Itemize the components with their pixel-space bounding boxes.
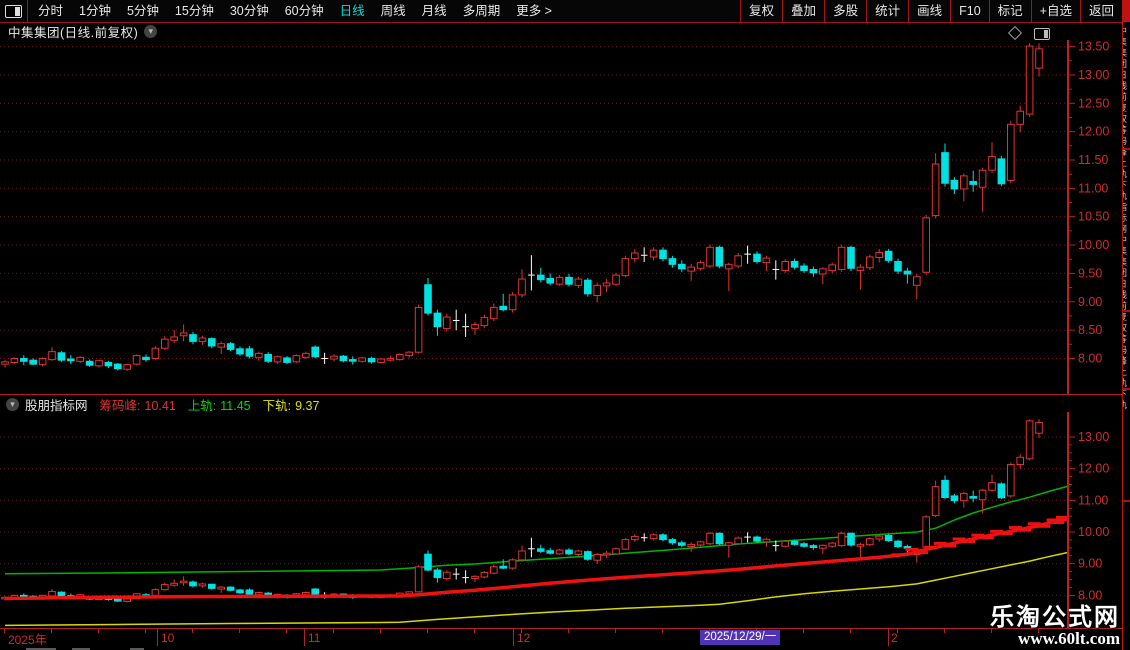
period-tab-7[interactable]: 周线 [380,4,406,18]
selected-date-label: 2025/12/29/一 [700,630,781,645]
y-axis-label: 9.50 [1078,266,1102,280]
y-axis-label: 12.50 [1078,96,1109,110]
indicator-header: ▾ 股朋指标网 筹码峰: 10.41 上轨: 11.45 下轨: 9.37 [0,394,1122,413]
week-tick [380,629,381,633]
period-tab-6[interactable]: 日线 [339,4,365,18]
y-axis-label: 9.00 [1078,557,1102,571]
x-axis-label: 2025年 [8,633,47,647]
week-tick [615,629,616,633]
week-tick [333,629,334,633]
indicator-field-0: 筹码峰: 10.41 [100,399,176,413]
period-tab-1[interactable]: 1分钟 [79,4,111,18]
week-tick [4,629,5,633]
period-tab-3[interactable]: 15分钟 [174,4,214,18]
split-panel-icon [5,4,22,18]
y-axis-label: 8.00 [1078,351,1102,365]
week-tick [145,629,146,633]
week-tick [427,629,428,633]
indicator-field-value: 9.37 [295,398,320,413]
chart-titlebar: 中集集团(日线.前复权) ▾ [0,23,1122,40]
indicator-field-value: 11.45 [220,398,251,413]
period-tab-4[interactable]: 30分钟 [229,4,269,18]
period-tab-9[interactable]: 多周期 [462,4,501,18]
y-axis-label: 13.00 [1078,68,1109,82]
week-tick [944,629,945,633]
indicator-source-label: 股朋指标网 [25,398,88,413]
y-axis-label: 11.00 [1078,493,1108,507]
period-tab-10[interactable]: 更多 > [516,4,552,18]
week-tick [897,629,898,633]
chevron-down-icon[interactable]: ▾ [6,397,19,411]
y-axis-label: 13.50 [1078,40,1109,54]
week-tick [662,629,663,633]
y-axis-label: 9.00 [1078,295,1102,309]
period-tab-0[interactable]: 分时 [38,4,64,18]
tool-button-2[interactable]: 多股 [824,0,866,22]
period-tab-8[interactable]: 月线 [421,4,447,18]
tool-button-0[interactable]: 复权 [740,0,782,22]
y-axis-label: 8.00 [1078,588,1102,602]
week-tick [192,629,193,633]
month-tick [513,629,514,646]
month-tick [304,629,305,646]
indicator-field-2: 下轨: 9.37 [263,399,320,413]
week-tick [568,629,569,633]
week-tick [286,629,287,633]
tool-button-3[interactable]: 统计 [866,0,908,22]
period-tab-2[interactable]: 5分钟 [126,4,159,18]
indicator-field-label: 上轨: [187,398,217,413]
window-layout-button[interactable] [0,0,28,22]
time-axis[interactable]: 2025年 10 11 12 2025/12/29/一 2 [0,628,1122,648]
month-tick [888,629,889,646]
x-axis-label: 12 [517,631,531,645]
week-tick [51,629,52,633]
y-axis-label: 8.50 [1078,323,1102,337]
clipped-bottom-row [0,647,1130,650]
indicator-sub-chart[interactable]: 13.00 12.00 11.00 10.00 9.00 8.00 [0,412,1122,628]
y-axis-label: 11.00 [1078,181,1108,195]
tool-button-5[interactable]: F10 [950,0,989,22]
page-title: 中集集团(日线.前复权) [8,26,139,40]
clipped-vertical-text: 中集集团日线前复权筹码峰上轨下轨指标网中集集团日线前复权筹码峰上轨下轨 [1122,26,1127,411]
y-axis-label: 13.00 [1078,430,1109,444]
week-tick [98,629,99,633]
panel-toggle-icon[interactable] [1034,28,1050,40]
y-axis-label: 10.00 [1078,238,1109,252]
tool-button-6[interactable]: 标记 [988,0,1031,22]
clipped-right-panel-header [1123,0,1130,22]
period-toolbar: 分时 1分钟 5分钟 15分钟 30分钟 60分钟 日线 周线 月线 多周期 更多 > 复权 叠加 多股… [0,0,1122,23]
tool-button-4[interactable]: 画线 [908,0,950,22]
y-axis-label: 10.50 [1078,210,1109,224]
tools-menu: 复权 叠加 多股 统计 画线 F10 标记 +自选 返回 [740,0,1122,22]
week-tick [991,629,992,633]
y-axis-label: 12.00 [1078,462,1109,476]
x-axis-label: 10 [161,631,175,645]
period-menu: 分时 1分钟 5分钟 15分钟 30分钟 60分钟 日线 周线 月线 多周期 更多 > [30,0,560,22]
month-tick [157,629,158,646]
indicator-field-value: 10.41 [144,398,176,413]
indicator-field-1: 上轨: 11.45 [188,399,251,413]
period-tab-5[interactable]: 60分钟 [284,4,324,18]
week-tick [803,629,804,633]
indicator-field-label: 筹码峰: [99,398,141,413]
tool-button-8[interactable]: 返回 [1079,0,1122,22]
week-tick [850,629,851,633]
clipped-right-panel: 中集集团日线前复权筹码峰上轨下轨指标网中集集团日线前复权筹码峰上轨下轨 [1122,0,1130,650]
chevron-down-icon[interactable]: ▾ [144,25,158,38]
week-tick [474,629,475,633]
week-tick [239,629,240,633]
tool-button-1[interactable]: 叠加 [782,0,824,22]
week-tick [521,629,522,633]
x-axis-label: 11 [308,631,321,645]
indicator-values: 筹码峰: 10.41 上轨: 11.45 下轨: 9.37 [88,395,320,414]
y-axis-label: 10.00 [1078,525,1109,539]
indicator-field-label: 下轨: [262,398,292,413]
x-axis-label: 2 [891,631,898,645]
tool-button-7[interactable]: +自选 [1030,0,1080,22]
y-axis-label: 11.50 [1078,153,1108,167]
week-tick [1038,629,1039,633]
main-candlestick-chart[interactable]: 13.50 13.00 12.50 12.00 11.50 11.00 10.50 10.00… [0,40,1122,394]
y-axis-label: 12.00 [1078,125,1109,139]
